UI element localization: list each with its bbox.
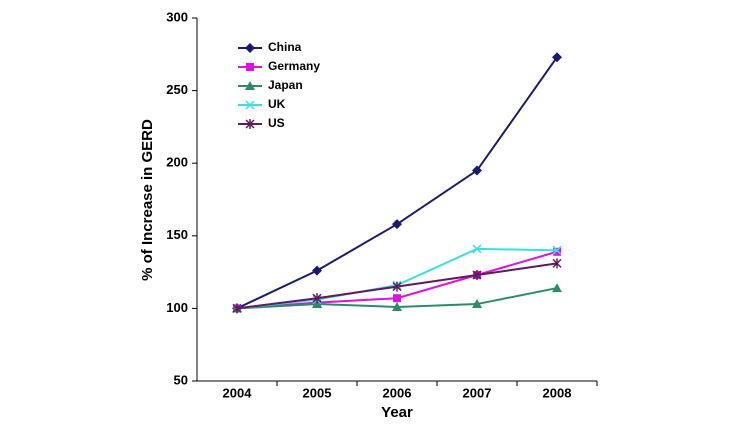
- legend-label: China: [268, 40, 302, 54]
- marker-shape: [472, 299, 482, 309]
- legend-marker: [246, 63, 254, 71]
- marker: [552, 52, 562, 63]
- x-tick-label: 2007: [463, 385, 492, 400]
- marker: [392, 219, 402, 230]
- legend-label: UK: [268, 97, 286, 111]
- marker: [312, 293, 322, 304]
- x-tick-label: 2004: [223, 385, 253, 400]
- x-axis-title: Year: [381, 404, 413, 421]
- marker-shape: [552, 283, 562, 293]
- marker-shape: [393, 294, 401, 303]
- y-tick-label: 50: [174, 372, 188, 387]
- y-axis-title: % of Increase in GERD: [139, 119, 156, 281]
- marker: [552, 283, 562, 293]
- legend-label: Germany: [268, 59, 320, 73]
- marker: [312, 265, 322, 276]
- marker-shape: [553, 247, 561, 256]
- marker-shape: [245, 81, 255, 90]
- marker: [392, 281, 402, 292]
- marker: [552, 245, 562, 255]
- y-tick-label: 200: [166, 155, 188, 170]
- marker: [472, 244, 482, 254]
- marker-shape: [392, 219, 402, 230]
- marker-shape: [472, 244, 482, 254]
- marker: [232, 303, 242, 314]
- marker: [472, 299, 482, 309]
- marker: [552, 258, 562, 269]
- legend-label: Japan: [268, 78, 303, 92]
- marker: [472, 165, 482, 176]
- marker-shape: [552, 52, 562, 63]
- marker-shape: [472, 165, 482, 176]
- legend-label: US: [268, 116, 285, 130]
- marker: [392, 301, 402, 311]
- legend-marker: [245, 81, 255, 90]
- legend-marker: [245, 119, 255, 129]
- y-tick-label: 150: [166, 227, 188, 242]
- y-tick-label: 300: [166, 9, 188, 24]
- legend-marker: [245, 43, 255, 53]
- x-tick-label: 2006: [383, 385, 412, 400]
- x-tick-label: 2008: [543, 385, 572, 400]
- marker-shape: [245, 43, 255, 53]
- marker: [472, 270, 482, 281]
- marker-shape: [552, 245, 562, 255]
- marker-shape: [312, 265, 322, 276]
- y-tick-label: 100: [166, 300, 188, 315]
- marker: [393, 294, 401, 303]
- x-tick-label: 2005: [303, 385, 332, 400]
- y-tick-label: 250: [166, 82, 188, 97]
- marker-shape: [392, 301, 402, 311]
- marker-shape: [245, 100, 255, 110]
- marker: [312, 299, 322, 309]
- marker-shape: [312, 299, 322, 309]
- marker: [553, 247, 561, 256]
- marker-shape: [246, 63, 254, 71]
- legend-marker: [245, 100, 255, 110]
